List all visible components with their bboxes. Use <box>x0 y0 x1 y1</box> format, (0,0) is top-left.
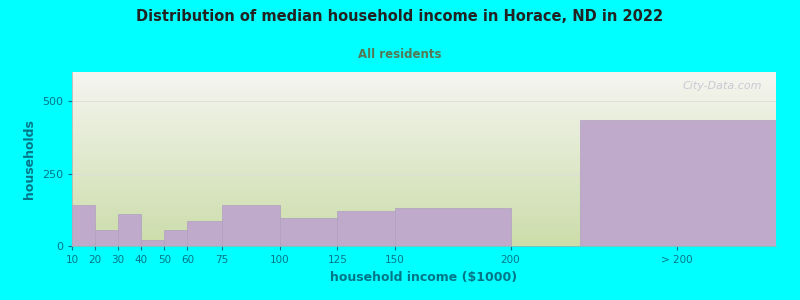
X-axis label: household income ($1000): household income ($1000) <box>330 271 518 284</box>
Text: All residents: All residents <box>358 48 442 61</box>
Text: City-Data.com: City-Data.com <box>682 81 762 91</box>
Bar <box>280 218 338 246</box>
Bar <box>222 206 280 246</box>
Bar <box>95 230 118 246</box>
Bar <box>118 214 142 246</box>
Text: Distribution of median household income in Horace, ND in 2022: Distribution of median household income … <box>137 9 663 24</box>
Bar <box>338 211 395 246</box>
Bar <box>72 206 95 246</box>
Bar <box>142 240 164 246</box>
Bar <box>164 230 187 246</box>
Bar <box>580 120 776 246</box>
Y-axis label: households: households <box>23 119 36 199</box>
Bar <box>187 221 222 246</box>
Bar <box>395 208 510 246</box>
